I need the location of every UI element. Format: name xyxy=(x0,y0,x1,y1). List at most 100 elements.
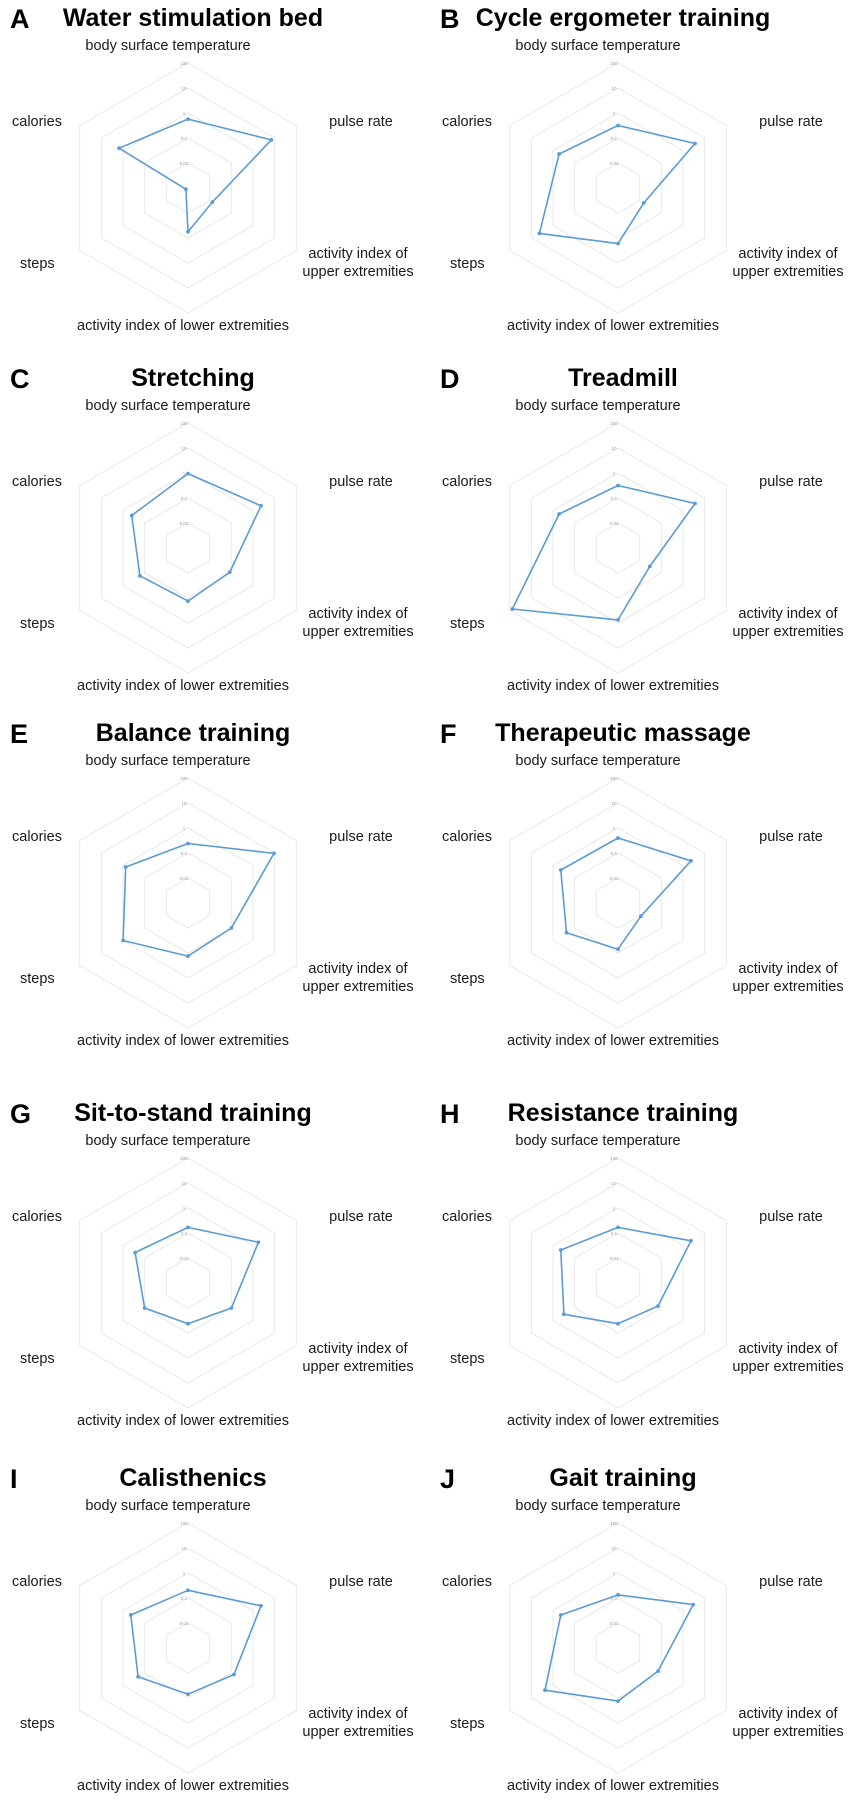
axis-label-upper-extremities-line2: upper extremities xyxy=(302,264,413,280)
series-line xyxy=(559,837,692,951)
panel-letter: B xyxy=(440,4,460,34)
axis-label-upper-extremities-line1: activity index of xyxy=(738,606,838,622)
panel-title: Sit-to-stand training xyxy=(74,1099,311,1127)
tick-label: 100 xyxy=(180,776,188,781)
series-line xyxy=(538,124,696,245)
data-point xyxy=(689,858,693,863)
axis-label-steps: steps xyxy=(20,971,55,987)
data-point xyxy=(259,503,263,508)
radar-panel-j: J Gait training 100 10 1 0.1 0.01 body surface … xyxy=(440,1464,844,1794)
data-point xyxy=(564,930,569,935)
grid-ring xyxy=(101,1182,276,1384)
data-point xyxy=(138,573,142,578)
data-point xyxy=(186,117,190,121)
tick-label: 100 xyxy=(180,1521,188,1526)
data-point xyxy=(693,141,697,146)
grid-ring xyxy=(552,827,684,979)
series-line xyxy=(134,1226,260,1325)
data-point xyxy=(272,851,276,856)
tick-label: 0.1 xyxy=(181,136,188,141)
data-point xyxy=(129,513,134,518)
tick-label: 0.1 xyxy=(181,851,188,856)
series-line xyxy=(559,1226,692,1325)
grid-ring xyxy=(165,1622,211,1674)
axis-label-upper-extremities-line1: activity index of xyxy=(308,1341,408,1357)
panel-title: Calisthenics xyxy=(119,1464,266,1492)
axis-label-body-surface-temperature: body surface temperature xyxy=(515,398,680,414)
axis-label-pulse-rate: pulse rate xyxy=(329,1574,393,1590)
grid-ring xyxy=(509,777,727,1029)
panel-title: Cycle ergometer training xyxy=(476,4,771,32)
series-line xyxy=(130,472,262,602)
data-point xyxy=(558,1248,563,1252)
panel-title: Treadmill xyxy=(568,364,678,392)
tick-label: 100 xyxy=(180,421,188,426)
tick-label: 10 xyxy=(611,86,617,91)
panel-letter: F xyxy=(440,719,457,749)
axis-label-calories: calories xyxy=(12,474,62,490)
axis-label-calories: calories xyxy=(12,829,62,845)
data-point xyxy=(259,1603,263,1608)
tick-label: 0.01 xyxy=(610,161,619,166)
tick-label: 1 xyxy=(183,1206,186,1211)
data-point xyxy=(641,201,646,205)
data-point xyxy=(616,1593,620,1597)
data-point xyxy=(616,836,620,840)
radar-panel-c: C Stretching 100 10 1 0.1 0.01 body surface tem… xyxy=(10,364,414,694)
grid-ring xyxy=(101,1547,276,1749)
panel-letter: A xyxy=(10,4,30,34)
data-point xyxy=(186,841,190,846)
axis-label-upper-extremities-line1: activity index of xyxy=(308,246,408,262)
axis-label-lower-extremities: activity index of lower extremities xyxy=(77,318,289,334)
axis-label-steps: steps xyxy=(20,616,55,632)
data-point xyxy=(510,607,515,611)
axis-label-steps: steps xyxy=(450,1351,485,1367)
data-point xyxy=(558,868,563,872)
panel-letter: I xyxy=(10,1464,18,1494)
data-point xyxy=(557,152,561,156)
grid-ring xyxy=(165,1257,211,1309)
axis-label-body-surface-temperature: body surface temperature xyxy=(85,398,250,414)
data-point xyxy=(693,501,697,506)
axis-label-steps: steps xyxy=(450,971,485,987)
data-point xyxy=(562,1312,566,1317)
axis-label-upper-extremities-line1: activity index of xyxy=(308,1706,408,1722)
data-point xyxy=(543,1688,547,1693)
grid-ring xyxy=(101,802,276,1004)
tick-label: 0.01 xyxy=(610,876,619,881)
data-point xyxy=(639,914,643,919)
axis-label-calories: calories xyxy=(12,1574,62,1590)
tick-label: 10 xyxy=(611,1181,617,1186)
grid-ring xyxy=(552,1572,684,1724)
axis-label-pulse-rate: pulse rate xyxy=(329,1209,393,1225)
grid-ring xyxy=(574,497,662,599)
series-line xyxy=(130,1589,262,1695)
grid-ring xyxy=(552,472,684,624)
panel-title: Water stimulation bed xyxy=(63,4,323,32)
tick-label: 1 xyxy=(613,1206,616,1211)
series-line xyxy=(511,484,696,621)
tick-label: 100 xyxy=(610,1156,618,1161)
tick-label: 1 xyxy=(613,1571,616,1576)
grid-ring xyxy=(531,1182,705,1384)
grid-ring xyxy=(595,1622,641,1674)
data-point xyxy=(616,241,620,246)
data-point xyxy=(184,187,188,192)
axis-label-lower-extremities: activity index of lower extremities xyxy=(77,678,289,694)
grid-ring xyxy=(101,447,276,649)
axis-label-steps: steps xyxy=(450,616,485,632)
tick-label: 100 xyxy=(610,776,618,781)
radar-panel-i: I Calisthenics 100 10 1 0.1 0.01 body surface t… xyxy=(10,1464,414,1794)
grid-ring xyxy=(101,87,276,289)
axis-label-lower-extremities: activity index of lower extremities xyxy=(507,1778,719,1794)
grid-ring xyxy=(509,62,727,314)
axis-label-upper-extremities-line1: activity index of xyxy=(738,961,838,977)
grid-ring xyxy=(552,1207,684,1359)
tick-label: 10 xyxy=(181,86,187,91)
series-line xyxy=(122,842,275,957)
panel-title: Resistance training xyxy=(508,1099,739,1127)
axis-label-body-surface-temperature: body surface temperature xyxy=(85,38,250,54)
radar-panel-e: E Balance training 100 10 1 0.1 0.01 body surfa… xyxy=(10,719,414,1049)
axis-label-upper-extremities-line2: upper extremities xyxy=(732,1359,843,1375)
data-point xyxy=(616,123,620,128)
